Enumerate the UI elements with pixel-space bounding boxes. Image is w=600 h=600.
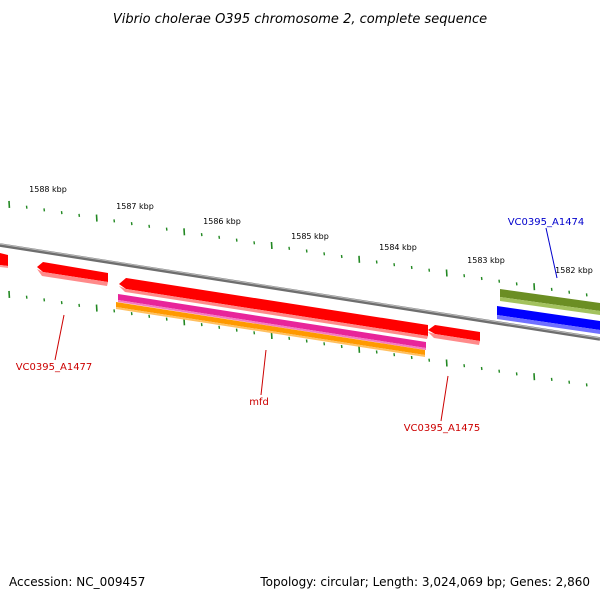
gene-VC0395_A1477-shadow (37, 269, 108, 286)
gene-mfd-shadow (119, 286, 428, 339)
ruler-label: 1582 kbp (555, 266, 593, 275)
ruler-label: 1586 kbp (203, 217, 241, 226)
gene-label-VC0395_A1474[interactable]: VC0395_A1474 (508, 217, 585, 228)
gene-label-VC0395_A1477[interactable]: VC0395_A1477 (16, 362, 93, 373)
gene-fragment-left-shadow (0, 265, 8, 268)
label-leader-VC0395_A1475 (440, 375, 449, 422)
map-title: Vibrio cholerae O395 chromosome 2, compl… (113, 12, 487, 27)
ruler-label: 1588 kbp (29, 185, 67, 194)
gene-label-mfd[interactable]: mfd (249, 397, 269, 408)
gene-fragment-left (0, 253, 8, 266)
chromosome-backbone (0, 243, 600, 341)
feature-green-shadow (500, 297, 600, 315)
accession-text: Accession: NC_009457 (9, 575, 145, 589)
feature-magenta-shadow (118, 300, 426, 350)
label-leader-mfd (260, 349, 267, 396)
gene-VC0395_A1475[interactable] (428, 325, 480, 341)
ruler-label: 1583 kbp (467, 256, 505, 265)
label-leader-VC0395_A1477 (54, 314, 65, 361)
feature-magenta (118, 294, 426, 348)
ruler-label: 1587 kbp (116, 202, 154, 211)
gene-mfd[interactable] (119, 278, 428, 336)
gene-VC0395_A1475-shadow (428, 332, 480, 345)
feature-green (500, 289, 600, 311)
ruler-label: 1585 kbp (291, 232, 329, 241)
feature-orange-shadow (116, 307, 425, 357)
chromosome-backbone-highlight (0, 243, 600, 339)
gene-VC0395_A1477[interactable] (37, 262, 108, 282)
gene-label-VC0395_A1475[interactable]: VC0395_A1475 (404, 423, 481, 434)
gene-VC0395_A1474[interactable] (497, 306, 600, 330)
label-leader-VC0395_A1474 (545, 227, 558, 279)
outer-tick-row (8, 200, 588, 297)
inner-tick-row (8, 290, 588, 387)
ruler-label: 1584 kbp (379, 243, 417, 252)
gene-VC0395_A1474-shadow (497, 315, 600, 334)
feature-orange (116, 302, 425, 355)
sequence-summary-text: Topology: circular; Length: 3,024,069 bp… (259, 575, 590, 589)
